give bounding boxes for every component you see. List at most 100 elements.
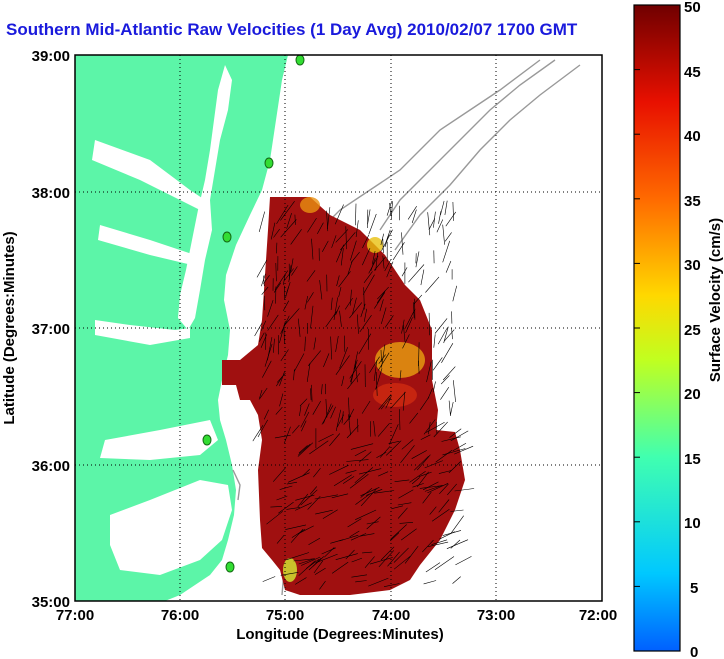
velocity-arrow xyxy=(256,260,268,278)
velocity-arrow xyxy=(401,439,414,450)
velocity-arrow xyxy=(409,471,426,483)
velocity-arrow xyxy=(298,525,314,534)
velocity-arrow xyxy=(298,445,308,454)
velocity-arrow xyxy=(413,455,429,471)
velocity-arrow xyxy=(348,414,351,436)
velocity-arrow xyxy=(311,238,314,260)
velocity-arrow xyxy=(440,200,445,215)
y-tick-label: 35:00 xyxy=(32,594,70,611)
velocity-arrow xyxy=(335,409,341,431)
velocity-arrow xyxy=(310,388,312,401)
velocity-arrow xyxy=(447,483,457,496)
velocity-arrow xyxy=(286,507,301,510)
velocity-arrow xyxy=(309,440,329,455)
velocity-arrow xyxy=(331,493,349,499)
velocity-arrow xyxy=(432,381,436,393)
velocity-arrow xyxy=(429,506,437,515)
velocity-arrow xyxy=(442,240,450,263)
velocity-arrow xyxy=(362,551,373,554)
velocity-arrow xyxy=(389,424,399,445)
velocity-arrow xyxy=(331,561,349,574)
velocity-arrow xyxy=(401,319,405,334)
velocity-arrow xyxy=(434,556,455,570)
velocity-arrow xyxy=(263,409,269,420)
velocity-arrow xyxy=(323,353,330,368)
velocity-arrow xyxy=(448,400,451,417)
velocity-arrow xyxy=(270,506,283,508)
velocity-arrow xyxy=(312,400,321,415)
velocity-arrow xyxy=(393,547,409,563)
velocity-arrow xyxy=(350,240,357,261)
velocity-arrow xyxy=(325,310,338,328)
velocity-arrow xyxy=(321,384,323,395)
velocity-arrow xyxy=(383,583,400,587)
colorbar-tick-label: 40 xyxy=(684,128,701,145)
velocity-arrow xyxy=(358,451,372,463)
colorbar-tick-label: 0 xyxy=(690,644,698,659)
velocity-arrow xyxy=(425,421,445,433)
velocity-arrow xyxy=(352,297,357,315)
velocity-arrow xyxy=(313,337,317,350)
station-marker xyxy=(264,157,274,169)
velocity-arrow xyxy=(259,387,268,399)
velocity-arrow xyxy=(353,351,358,370)
colorbar-tick-label: 5 xyxy=(690,580,698,597)
velocity-arrow xyxy=(400,445,415,463)
velocity-arrow xyxy=(319,280,323,300)
velocity-arrow xyxy=(279,393,284,407)
river-james xyxy=(95,320,190,345)
velocity-arrow xyxy=(439,483,449,495)
velocity-arrow xyxy=(276,495,288,501)
velocity-arrow xyxy=(286,481,298,485)
velocity-arrow xyxy=(286,552,310,561)
velocity-arrow xyxy=(267,337,273,361)
velocity-arrow xyxy=(266,511,283,525)
velocity-arrow xyxy=(369,557,393,565)
velocity-arrow xyxy=(373,360,378,382)
river-rappahannock xyxy=(98,225,195,265)
velocity-arrow xyxy=(309,486,318,495)
velocity-arrow xyxy=(333,297,338,321)
velocity-arrow xyxy=(379,299,384,312)
velocity-arrow xyxy=(355,220,359,238)
velocity-arrow xyxy=(424,485,443,492)
velocity-arrow xyxy=(317,222,324,235)
velocity-arrow xyxy=(263,275,265,287)
velocity-arrow xyxy=(283,308,300,327)
y-tick-label: 39:00 xyxy=(32,48,70,65)
velocity-arrow xyxy=(295,577,307,585)
velocity-arrow xyxy=(363,271,373,283)
velocity-arrow xyxy=(341,375,345,387)
colorbar: 50 45 40 35 30 25 20 15 10 5 0 Surface V… xyxy=(633,0,724,659)
velocity-arrow xyxy=(358,468,382,475)
velocity-arrow xyxy=(435,449,453,463)
colorbar-tick-label: 15 xyxy=(684,451,701,468)
velocity-arrow xyxy=(348,408,355,420)
velocity-arrow xyxy=(438,470,452,474)
velocity-arrow xyxy=(307,350,322,366)
velocity-arrow xyxy=(258,211,265,232)
velocity-arrow xyxy=(363,287,365,310)
velocity-arrow xyxy=(359,533,375,537)
velocity-arrow xyxy=(321,547,336,555)
velocity-arrow xyxy=(393,555,411,570)
velocity-highlights xyxy=(283,197,425,582)
velocity-arrow xyxy=(340,232,356,251)
colorbar-tick-label: 45 xyxy=(684,64,701,81)
velocity-arrow xyxy=(282,300,290,312)
velocity-arrow xyxy=(450,515,464,534)
velocity-arrow xyxy=(290,229,302,245)
y-tick-label: 37:00 xyxy=(32,321,70,338)
velocity-arrow xyxy=(408,264,425,283)
velocity-arrow xyxy=(453,380,456,403)
x-tick-label: 72:00 xyxy=(579,607,617,624)
x-tick-label: 73:00 xyxy=(477,607,515,624)
velocity-arrow xyxy=(454,445,474,455)
velocity-arrow xyxy=(349,361,362,379)
velocity-arrow xyxy=(390,524,407,540)
velocity-arrow xyxy=(378,550,395,568)
velocity-arrow xyxy=(290,528,304,543)
velocity-arrow xyxy=(335,305,340,316)
velocity-arrow xyxy=(330,406,336,419)
velocity-arrow xyxy=(382,238,384,254)
